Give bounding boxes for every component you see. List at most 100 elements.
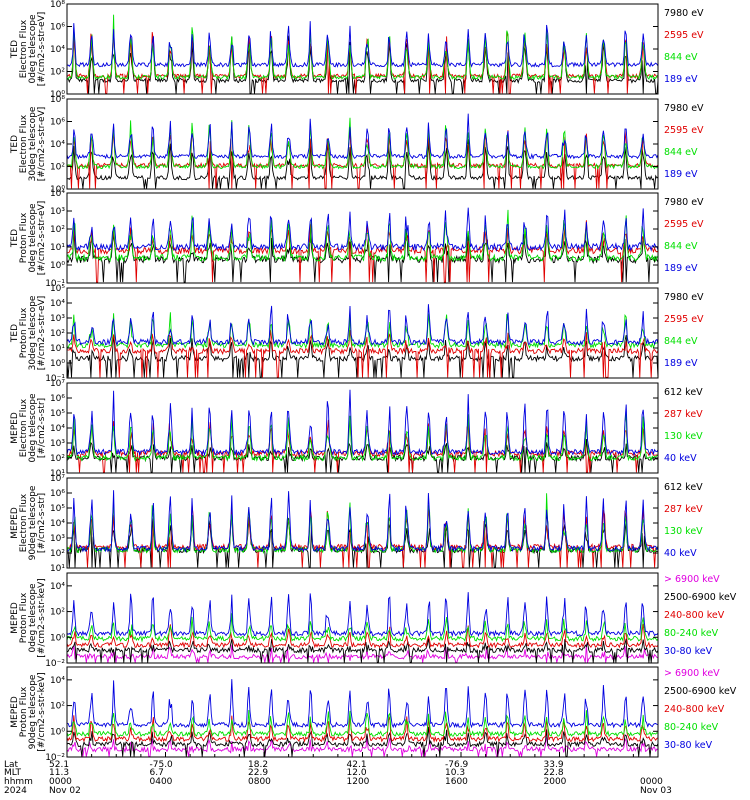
y-tick-label: 10³ <box>50 314 65 324</box>
legend-entry: 7980 eV <box>664 8 704 19</box>
legend-entry: 844 eV <box>664 241 698 252</box>
time-tick-hhmm: 0800 <box>248 777 271 787</box>
series-line-189-ev <box>66 304 659 347</box>
y-tick-label: 10⁸ <box>50 95 65 105</box>
legend-entry: 7980 eV <box>664 292 704 303</box>
series-line-844-ev <box>66 312 659 350</box>
legend-entry: 844 eV <box>664 52 698 63</box>
y-tick-label: 10⁰ <box>50 185 65 195</box>
legend-entry: 2595 eV <box>664 125 704 136</box>
y-tick-label: 10⁶ <box>50 118 65 128</box>
y-tick-label: 10¹ <box>50 243 65 253</box>
series-line-30-80-kev <box>66 592 659 638</box>
y-tick-label: 10⁶ <box>50 23 65 33</box>
y-tick-label: 10² <box>50 549 65 559</box>
y-tick-label: 10³ <box>50 207 65 217</box>
series-line-80-240-kev <box>66 613 659 643</box>
legend-entry: 2595 eV <box>664 30 704 41</box>
y-tick-label: 10³ <box>50 534 65 544</box>
legend-entry: 189 eV <box>664 74 698 85</box>
y-axis-label: TEDElectron Flux30deg telescope[#/cm2-s-… <box>10 106 47 181</box>
y-tick-label: 10⁷ <box>50 474 65 484</box>
series-line-844-ev <box>66 209 659 263</box>
y-tick-label: 10⁰ <box>50 633 65 643</box>
series-line-80-240-kev <box>66 709 659 738</box>
series-line-2595-ev <box>67 220 659 283</box>
time-tick-mlt: 12.0 <box>347 768 367 778</box>
legend-entry: 189 eV <box>664 358 698 369</box>
y-tick-label: 10⁴ <box>50 45 65 55</box>
series-line--6900-kev <box>66 643 659 663</box>
series-line-287-kev <box>66 504 659 568</box>
time-tick-lat: 52.1 <box>49 760 69 770</box>
y-axis-label: MEPEDElectron Flux0deg telescope[#/cm2-s… <box>10 393 47 463</box>
legend-entry: 80-240 keV <box>664 722 719 733</box>
panel-frame <box>66 98 659 190</box>
legend-entry: 7980 eV <box>664 197 704 208</box>
y-tick-label: 10⁰ <box>50 727 65 737</box>
y-tick-label: 10³ <box>50 439 65 449</box>
series-line-2595-ev <box>66 30 659 94</box>
time-tick-lat: -76.9 <box>445 760 469 770</box>
y-tick-label: 10⁵ <box>50 409 65 419</box>
y-tick-label: 10¹ <box>50 469 65 479</box>
legend-entry: 2595 eV <box>664 314 704 325</box>
time-tick-hhmm: 1600 <box>445 777 468 787</box>
y-tick-label: 10² <box>50 329 65 339</box>
time-tick-mlt: 22.9 <box>248 768 268 778</box>
y-tick-label: 10⁷ <box>50 379 65 389</box>
legend-entry: 844 eV <box>664 147 698 158</box>
time-row-label: hhmm <box>4 777 33 787</box>
series-line-7980-ev <box>66 138 659 189</box>
y-tick-label: 10² <box>50 702 65 712</box>
legend-entry: 240-800 keV <box>664 610 725 621</box>
time-tick-hhmm: 1200 <box>347 777 370 787</box>
series-line-189-ev <box>66 21 659 68</box>
y-tick-label: 10² <box>50 163 65 173</box>
panel-frame <box>66 287 659 379</box>
series-line-287-kev <box>66 419 659 473</box>
legend-entry: 287 keV <box>664 409 703 420</box>
series-line-2595-ev <box>66 329 659 378</box>
legend-entry: 189 eV <box>664 169 698 180</box>
y-tick-label: 10⁴ <box>50 189 65 199</box>
y-tick-label: 10⁰ <box>50 261 65 271</box>
y-axis-label: TEDProton Flux30deg telescope[#/cm2-s-st… <box>10 295 47 370</box>
y-tick-label: 10² <box>50 225 65 235</box>
legend-entry: 287 keV <box>664 504 703 515</box>
panel-frame <box>66 477 659 569</box>
y-tick-label: 10⁴ <box>50 676 65 686</box>
time-tick-mlt: 6.7 <box>150 768 164 778</box>
y-tick-label: 10⁶ <box>50 489 65 499</box>
legend-entry: 40 keV <box>664 548 697 559</box>
series-line-2595-ev <box>66 129 659 189</box>
time-row-label: 2024 <box>4 786 27 796</box>
time-tick-lat: 42.1 <box>347 760 367 770</box>
series-line-189-ev <box>66 207 659 252</box>
panel-frame <box>66 572 659 664</box>
y-tick-label: 10⁰ <box>50 90 65 100</box>
time-tick-date: Nov 03 <box>640 786 672 796</box>
series-line-612-kev <box>66 509 659 568</box>
y-tick-label: 10⁴ <box>50 140 65 150</box>
y-tick-label: 10⁴ <box>50 424 65 434</box>
y-tick-label: 10² <box>50 454 65 464</box>
y-tick-label: 10⁴ <box>50 519 65 529</box>
legend-entry: 844 eV <box>664 336 698 347</box>
legend-entry: 2500-6900 keV <box>664 592 737 603</box>
time-tick-mlt: 11.3 <box>49 768 69 778</box>
legend-entry: 240-800 keV <box>664 704 725 715</box>
time-tick-hhmm: 0000 <box>49 777 72 787</box>
series-line-40-kev <box>66 389 659 457</box>
y-tick-label: 10⁴ <box>50 582 65 592</box>
legend-entry: 40 keV <box>664 453 697 464</box>
y-tick-label: 10⁸ <box>50 0 65 10</box>
